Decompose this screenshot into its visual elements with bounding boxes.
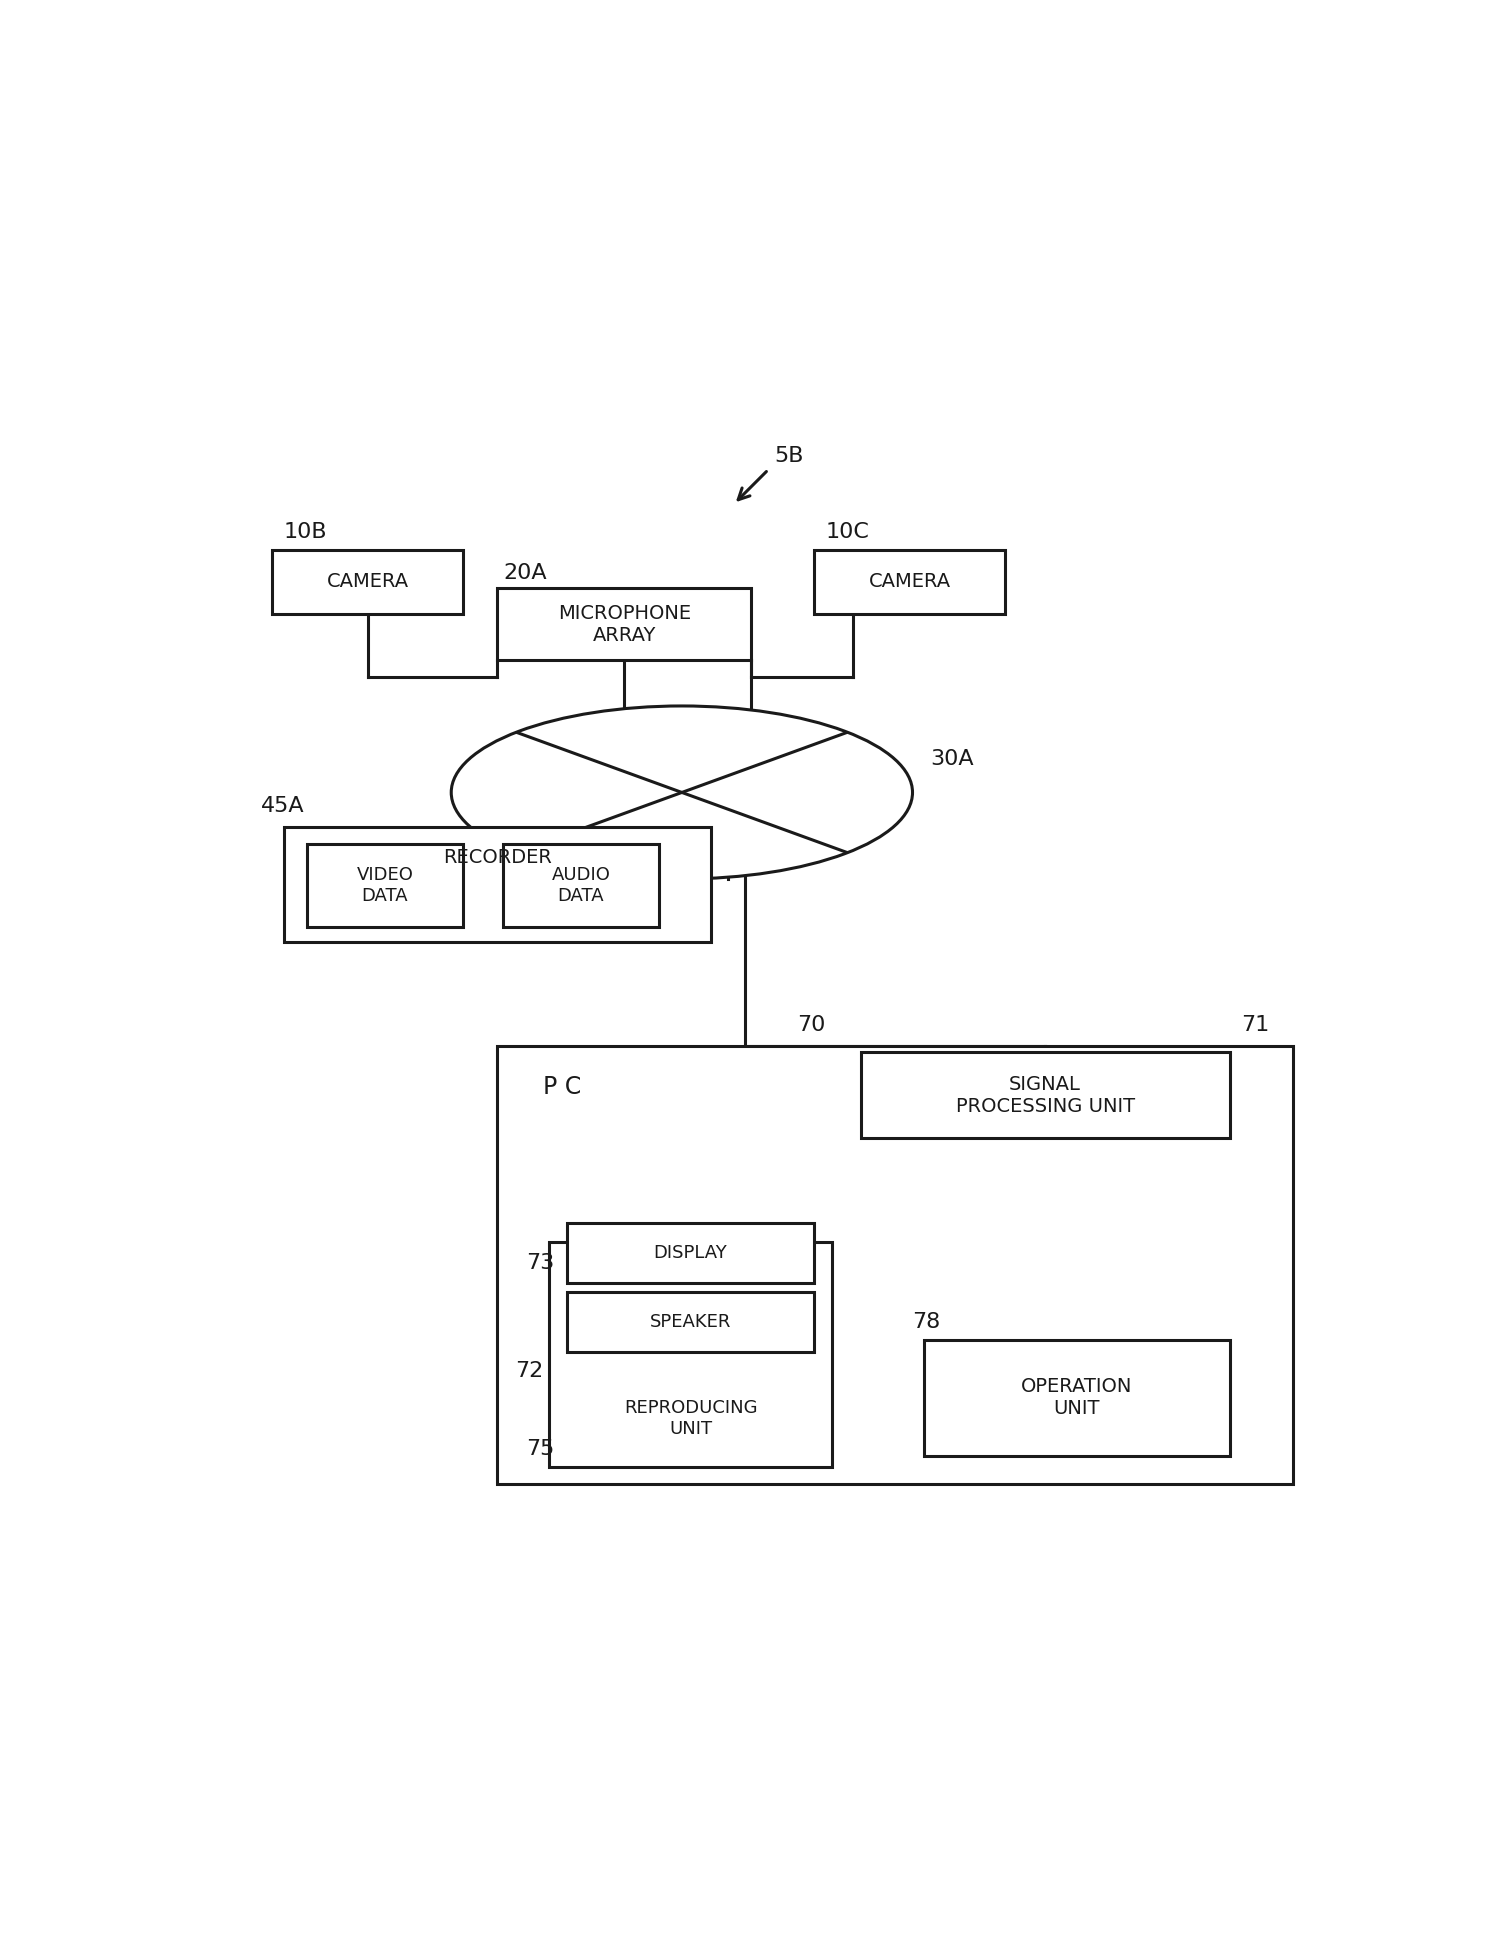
- Text: 78: 78: [912, 1312, 940, 1333]
- FancyBboxPatch shape: [549, 1242, 832, 1467]
- Text: OPERATION
UNIT: OPERATION UNIT: [1021, 1378, 1132, 1419]
- Text: 75: 75: [527, 1438, 555, 1460]
- FancyBboxPatch shape: [503, 845, 659, 928]
- FancyBboxPatch shape: [567, 1292, 814, 1352]
- FancyBboxPatch shape: [567, 1222, 814, 1282]
- FancyBboxPatch shape: [924, 1341, 1229, 1456]
- Text: 70: 70: [798, 1014, 826, 1035]
- FancyBboxPatch shape: [497, 588, 751, 660]
- Text: 10B: 10B: [284, 522, 327, 543]
- Text: SIGNAL
PROCESSING UNIT: SIGNAL PROCESSING UNIT: [955, 1074, 1135, 1115]
- Text: SPEAKER: SPEAKER: [650, 1314, 731, 1331]
- Text: AUDIO
DATA: AUDIO DATA: [552, 866, 610, 905]
- Text: DISPLAY: DISPLAY: [653, 1243, 728, 1261]
- Text: VIDEO
DATA: VIDEO DATA: [357, 866, 414, 905]
- Text: 20A: 20A: [503, 562, 546, 582]
- Text: 10C: 10C: [826, 522, 870, 543]
- FancyBboxPatch shape: [284, 827, 711, 942]
- Text: CAMERA: CAMERA: [326, 572, 409, 592]
- Text: 71: 71: [1241, 1014, 1269, 1035]
- FancyBboxPatch shape: [307, 845, 463, 928]
- Text: 72: 72: [515, 1360, 543, 1380]
- FancyBboxPatch shape: [272, 551, 463, 613]
- Text: 73: 73: [527, 1253, 555, 1273]
- FancyBboxPatch shape: [497, 1047, 1293, 1485]
- Text: REPRODUCING
UNIT: REPRODUCING UNIT: [623, 1399, 757, 1438]
- Text: CAMERA: CAMERA: [869, 572, 951, 592]
- Ellipse shape: [451, 706, 912, 880]
- Text: 30A: 30A: [930, 749, 973, 769]
- Text: 45A: 45A: [260, 796, 305, 815]
- Text: RECORDER: RECORDER: [443, 848, 552, 866]
- Text: MICROPHONE
ARRAY: MICROPHONE ARRAY: [558, 603, 690, 644]
- FancyBboxPatch shape: [814, 551, 1004, 613]
- Text: 5B: 5B: [774, 446, 804, 467]
- FancyBboxPatch shape: [860, 1053, 1229, 1138]
- Text: P C: P C: [543, 1074, 582, 1099]
